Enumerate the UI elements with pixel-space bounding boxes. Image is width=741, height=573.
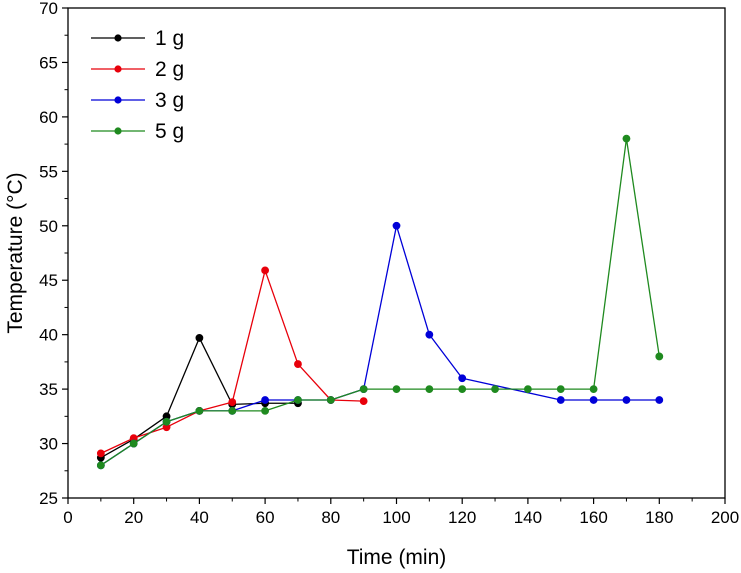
data-point-5g bbox=[622, 134, 631, 143]
data-point-5g bbox=[491, 385, 499, 394]
series-line-2g bbox=[100, 269, 364, 454]
x-tick-label: 120 bbox=[448, 508, 476, 527]
data-point-5g bbox=[195, 406, 204, 415]
y-axis-title: Temperature (°C) bbox=[4, 172, 27, 333]
data-point-5g bbox=[458, 385, 467, 394]
x-tick-label: 100 bbox=[382, 508, 410, 527]
y-tick-label: 55 bbox=[39, 162, 58, 181]
data-point-5g bbox=[392, 385, 401, 394]
series-3g bbox=[96, 221, 664, 470]
data-point-2g bbox=[359, 397, 368, 405]
data-point-5g bbox=[96, 461, 105, 470]
x-axis-title: Time (min) bbox=[347, 546, 447, 569]
data-point-3g bbox=[556, 396, 565, 404]
y-tick-label: 70 bbox=[39, 0, 58, 18]
data-point-5g bbox=[589, 385, 598, 394]
data-point-2g bbox=[96, 449, 105, 458]
y-tick-label: 40 bbox=[39, 326, 58, 345]
x-tick-label: 20 bbox=[124, 508, 143, 527]
x-tick-label: 140 bbox=[514, 508, 542, 527]
legend-entry-5g: 5 g bbox=[91, 120, 184, 143]
x-tick-label: 80 bbox=[321, 508, 340, 527]
data-point-5g bbox=[261, 406, 269, 415]
data-point-3g bbox=[261, 396, 269, 404]
data-point-1g bbox=[195, 334, 204, 342]
data-point-5g bbox=[162, 417, 171, 426]
data-point-5g bbox=[359, 385, 368, 394]
data-point-5g bbox=[425, 385, 434, 394]
data-point-5g bbox=[556, 385, 565, 394]
y-tick-label: 30 bbox=[39, 435, 58, 454]
data-point-3g bbox=[655, 396, 664, 404]
legend: 1 g 2 g 3 g 5 g bbox=[91, 27, 184, 143]
legend-entry-3g: 3 g bbox=[91, 89, 184, 112]
x-tick-label: 160 bbox=[579, 508, 607, 527]
legend-marker bbox=[114, 96, 122, 104]
y-tick-label: 35 bbox=[39, 380, 58, 399]
data-point-5g bbox=[326, 396, 335, 404]
data-point-2g bbox=[294, 360, 302, 368]
data-point-5g bbox=[655, 352, 664, 361]
legend-marker bbox=[114, 34, 122, 42]
data-point-5g bbox=[294, 396, 302, 404]
x-tick-label: 200 bbox=[711, 508, 739, 527]
legend-entry-2g: 2 g bbox=[91, 58, 184, 81]
legend-label: 1 g bbox=[155, 27, 184, 50]
data-point-3g bbox=[622, 396, 631, 404]
legend-label: 3 g bbox=[155, 89, 184, 112]
x-tick-label: 40 bbox=[190, 508, 209, 527]
x-tick-label: 0 bbox=[63, 508, 72, 527]
y-tick-label: 65 bbox=[39, 53, 58, 72]
y-tick-label: 25 bbox=[39, 489, 58, 508]
legend-label: 5 g bbox=[155, 120, 184, 143]
legend-marker bbox=[114, 65, 122, 73]
data-point-5g bbox=[129, 439, 138, 448]
data-point-5g bbox=[524, 385, 532, 394]
legend-marker bbox=[114, 127, 122, 135]
legend-entry-1g: 1 g bbox=[91, 27, 184, 50]
series-1g bbox=[96, 334, 302, 462]
series-line-5g bbox=[100, 138, 660, 466]
y-tick-label: 50 bbox=[39, 217, 58, 236]
series-line-3g bbox=[100, 225, 660, 466]
data-point-3g bbox=[589, 396, 598, 404]
data-point-3g bbox=[425, 330, 434, 339]
x-tick-label: 60 bbox=[256, 508, 275, 527]
series-layer bbox=[96, 134, 664, 470]
axis-ticks: 0 20 40 60 80 100 120 140 160 180 200 25 30 35 40 45 50 5… bbox=[39, 0, 739, 527]
data-point-3g bbox=[392, 221, 401, 230]
data-point-2g bbox=[228, 398, 237, 407]
y-tick-label: 45 bbox=[39, 271, 58, 290]
legend-label: 2 g bbox=[155, 58, 184, 81]
y-tick-label: 60 bbox=[39, 108, 58, 127]
data-point-3g bbox=[458, 374, 467, 383]
x-tick-label: 180 bbox=[645, 508, 673, 527]
series-5g bbox=[96, 134, 664, 470]
data-point-5g bbox=[228, 406, 237, 415]
series-2g bbox=[96, 266, 368, 458]
data-point-2g bbox=[261, 266, 269, 275]
